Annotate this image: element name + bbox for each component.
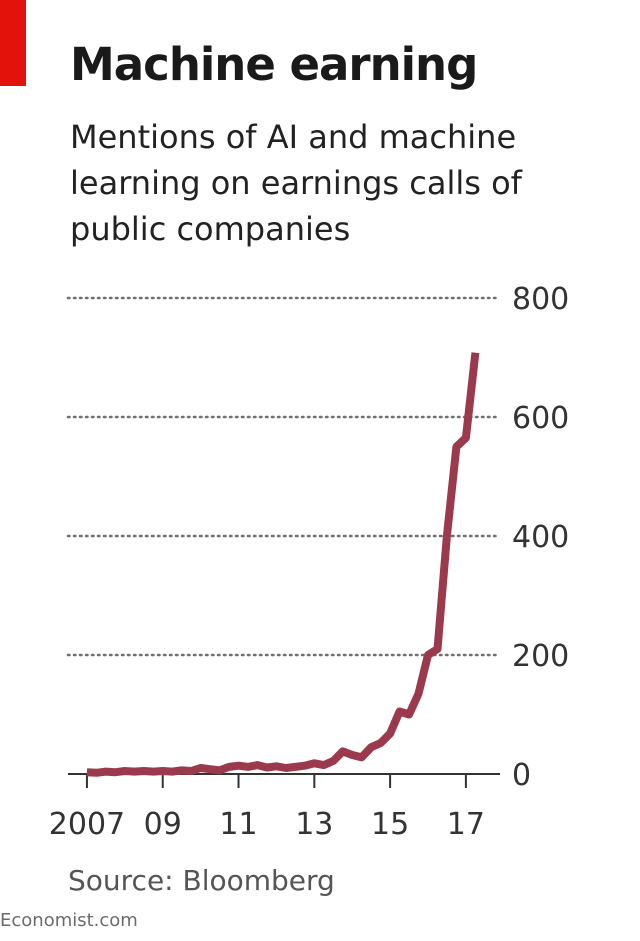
x-tick-label-11: 11	[219, 807, 257, 842]
series-line-0	[86, 352, 480, 777]
y-tick-label-200: 200	[512, 639, 569, 674]
x-tick-label-13: 13	[295, 807, 333, 842]
series	[86, 352, 480, 777]
publisher-brand: Economist.com	[0, 910, 138, 931]
x-axis	[68, 773, 500, 788]
x-tick-label-09: 09	[144, 807, 182, 842]
gridlines	[66, 296, 502, 657]
x-axis-labels: 2007 09 11 13 15 17	[49, 807, 485, 842]
line-chart: 0 200 400 600 800 2007 09 11 13 15 17	[49, 282, 569, 842]
y-tick-label-0: 0	[512, 758, 531, 793]
y-tick-label-400: 400	[512, 520, 569, 555]
y-tick-label-600: 600	[512, 401, 569, 436]
y-axis-labels: 0 200 400 600 800	[512, 282, 569, 793]
chart-subtitle: Mentions of AI and machine learning on e…	[70, 118, 522, 248]
brand-accent-tab	[0, 0, 26, 86]
source-note: Source: Bloomberg	[68, 864, 335, 897]
y-tick-label-800: 800	[512, 282, 569, 317]
x-tick-label-15: 15	[371, 807, 409, 842]
x-tick-label-2007: 2007	[49, 807, 125, 842]
chart-title: Machine earning	[70, 38, 478, 91]
x-tick-label-17: 17	[447, 807, 485, 842]
